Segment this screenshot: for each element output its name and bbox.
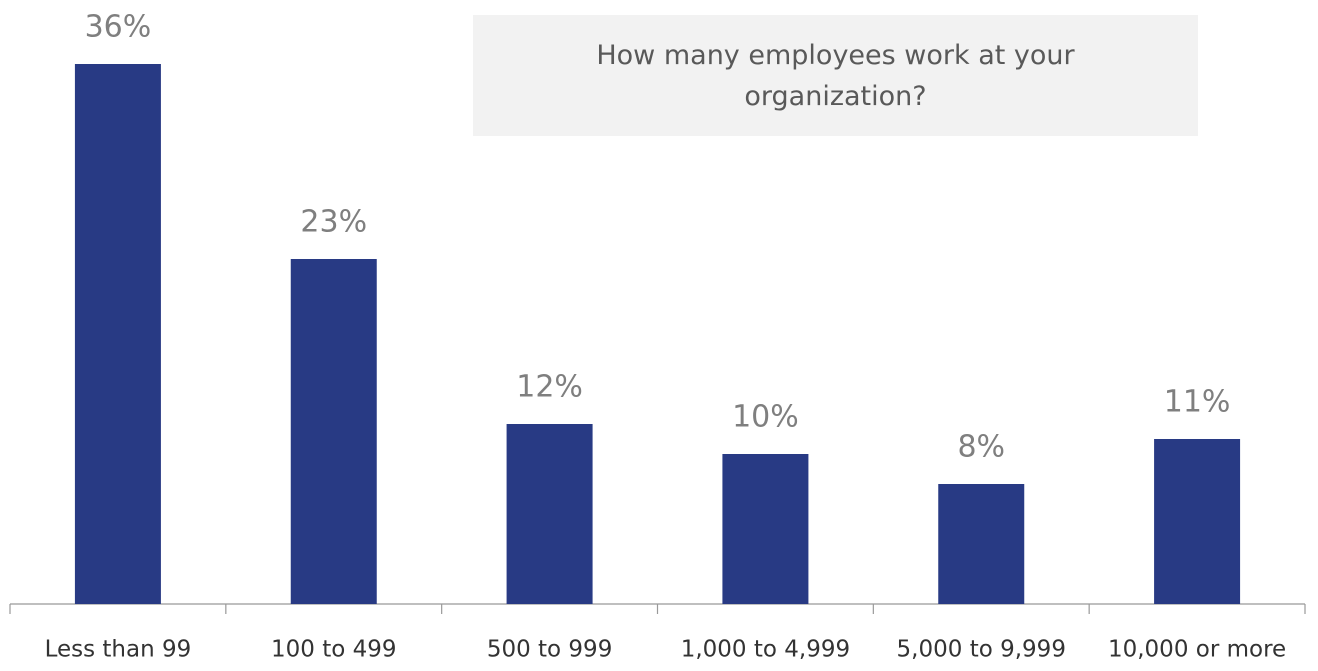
- chart-title: How many employees work at your organiza…: [473, 15, 1198, 136]
- value-label: 8%: [957, 430, 1005, 465]
- value-label: 36%: [85, 10, 152, 45]
- bar: [290, 259, 377, 604]
- value-label: 11%: [1164, 385, 1231, 420]
- x-tick-label: Less than 99: [45, 637, 192, 663]
- x-tick-label: 100 to 499: [271, 637, 397, 663]
- x-tick-label: 5,000 to 9,999: [897, 637, 1066, 663]
- value-label: 23%: [300, 205, 367, 240]
- x-tick-label: 10,000 or more: [1108, 637, 1286, 663]
- bar: [722, 454, 809, 604]
- bar: [938, 484, 1025, 604]
- x-tick-label: 1,000 to 4,999: [681, 637, 850, 663]
- bar: [74, 64, 161, 604]
- x-tick-label: 500 to 999: [487, 637, 613, 663]
- bar: [1154, 439, 1241, 604]
- value-label: 12%: [516, 370, 583, 405]
- value-label: 10%: [732, 400, 799, 435]
- bar: [506, 424, 593, 604]
